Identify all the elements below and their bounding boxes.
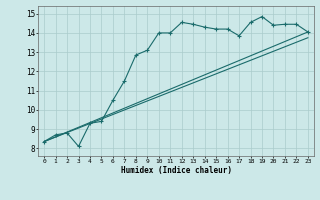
X-axis label: Humidex (Indice chaleur): Humidex (Indice chaleur) [121,166,231,175]
